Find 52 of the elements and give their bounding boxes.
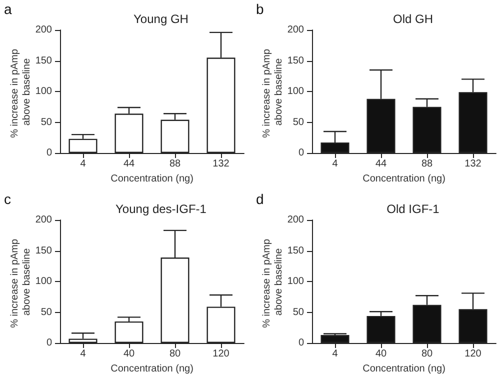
y-tick-label: 200 [35,214,52,225]
y-tick-label: 0 [46,148,52,158]
x-tick-label: 88 [169,158,181,170]
text: b [256,1,264,17]
x-axis-title: Concentration (ng) [362,173,446,184]
x-tick-label: 88 [421,158,433,170]
x-axis-title: Concentration (ng) [110,362,194,374]
x-tick-label: 132 [464,158,482,170]
x-tick-label: 4 [332,158,338,170]
x-tick-label: 44 [123,158,135,170]
x-tick-label: 44 [375,158,387,170]
y-axis-title: % increase in pAmp above baseline [10,46,32,138]
x-tick-label: 4 [80,348,86,359]
x-tick-label: 80 [169,348,181,359]
y-axis-title: % increase in pAmp above baseline [10,236,32,328]
y-tick-label: 50 [292,116,304,128]
y-tick-label: 150 [287,55,304,66]
y-tick-label: 200 [287,24,304,36]
y-axis-title: % increase in pAmp above baseline [262,236,284,328]
y-tick-label: 150 [35,55,52,66]
x-tick-label: 40 [375,348,387,359]
y-tick-label: 50 [292,306,304,318]
x-tick-label: 4 [80,158,86,170]
chart-title: Young des-IGF-1 [116,202,207,216]
text: a [4,1,12,17]
x-axis-title: Concentration (ng) [110,173,194,184]
chart-title: Old IGF-1 [386,202,440,216]
y-tick-label: 100 [287,276,304,286]
x-tick-label: 4 [332,348,338,359]
text: d [256,190,264,206]
x-tick-label: 40 [123,348,135,359]
y-tick-label: 50 [40,116,52,128]
x-tick-label: 120 [464,348,482,359]
x-tick-label: 132 [212,158,230,170]
y-tick-label: 100 [35,86,52,97]
y-tick-label: 0 [298,148,304,158]
x-tick-label: 120 [212,348,230,359]
y-tick-label: 150 [287,244,304,256]
y-axis-title: % increase in pAmp above baseline [262,46,284,138]
y-tick-label: 50 [40,306,52,318]
y-tick-label: 150 [35,244,52,256]
chart-title: Young GH [134,12,188,26]
y-tick-label: 100 [35,276,52,286]
x-axis-title: Concentration (ng) [362,362,446,374]
y-tick-label: 0 [46,337,52,348]
text: c [4,190,11,206]
y-tick-label: 200 [35,24,52,36]
y-tick-label: 100 [287,86,304,97]
y-tick-label: 200 [287,214,304,225]
chart-title: Old GH [392,12,434,26]
x-tick-label: 80 [421,348,433,359]
y-tick-label: 0 [298,337,304,348]
